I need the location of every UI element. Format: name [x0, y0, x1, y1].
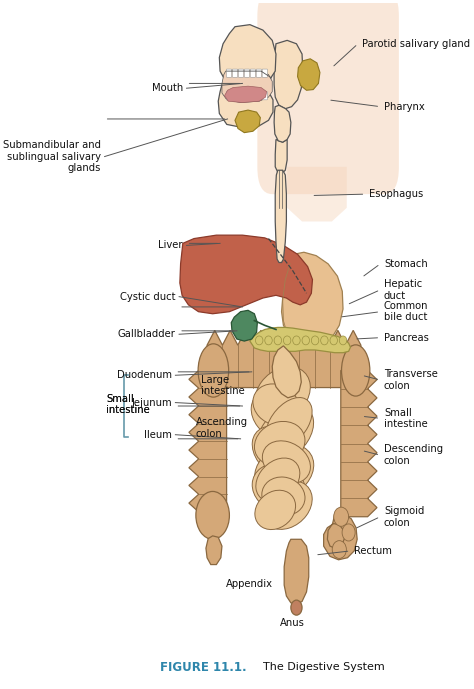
Polygon shape	[275, 170, 286, 263]
Text: Hepatic
duct: Hepatic duct	[384, 279, 422, 300]
Ellipse shape	[291, 600, 302, 615]
Text: Stomach: Stomach	[384, 259, 428, 269]
FancyBboxPatch shape	[238, 92, 244, 100]
FancyBboxPatch shape	[262, 69, 267, 77]
Text: Small
intestine: Small intestine	[384, 407, 428, 429]
Ellipse shape	[321, 336, 328, 344]
Polygon shape	[206, 536, 222, 564]
Ellipse shape	[339, 336, 347, 344]
Ellipse shape	[255, 422, 305, 466]
Ellipse shape	[262, 481, 312, 529]
FancyBboxPatch shape	[244, 69, 249, 77]
Polygon shape	[219, 25, 276, 88]
Polygon shape	[218, 85, 273, 127]
FancyBboxPatch shape	[227, 69, 232, 77]
Polygon shape	[189, 371, 227, 512]
Ellipse shape	[263, 441, 310, 483]
Text: Anus: Anus	[280, 618, 305, 628]
Ellipse shape	[255, 367, 310, 421]
Text: FIGURE 11.1.: FIGURE 11.1.	[161, 661, 247, 674]
FancyBboxPatch shape	[244, 92, 249, 100]
Ellipse shape	[330, 336, 337, 344]
Ellipse shape	[342, 344, 370, 396]
FancyBboxPatch shape	[227, 92, 232, 100]
Ellipse shape	[283, 336, 291, 344]
Text: Mouth: Mouth	[152, 83, 183, 93]
Ellipse shape	[251, 389, 304, 440]
Ellipse shape	[198, 344, 228, 397]
Text: Rectum: Rectum	[354, 546, 392, 556]
Polygon shape	[274, 105, 291, 142]
Ellipse shape	[253, 384, 299, 425]
FancyBboxPatch shape	[257, 0, 399, 194]
Ellipse shape	[252, 464, 306, 512]
FancyBboxPatch shape	[250, 69, 255, 77]
Ellipse shape	[255, 444, 314, 497]
FancyBboxPatch shape	[256, 92, 262, 100]
Ellipse shape	[262, 477, 305, 515]
FancyBboxPatch shape	[256, 69, 262, 77]
Polygon shape	[274, 41, 303, 109]
Ellipse shape	[342, 524, 355, 541]
Polygon shape	[235, 110, 260, 132]
Text: Parotid salivary gland: Parotid salivary gland	[362, 39, 470, 49]
Text: Small
intestine: Small intestine	[107, 394, 150, 415]
Polygon shape	[180, 235, 312, 313]
Ellipse shape	[302, 336, 310, 344]
Text: Pancreas: Pancreas	[384, 333, 429, 342]
FancyBboxPatch shape	[238, 69, 244, 77]
Ellipse shape	[266, 398, 312, 449]
Polygon shape	[222, 70, 272, 103]
Text: Gallbladder: Gallbladder	[118, 329, 175, 339]
Ellipse shape	[334, 507, 348, 526]
Ellipse shape	[311, 336, 319, 344]
Ellipse shape	[255, 491, 296, 530]
Ellipse shape	[256, 458, 300, 502]
Polygon shape	[324, 514, 357, 559]
Polygon shape	[250, 327, 350, 353]
Text: Ascending
colon: Ascending colon	[196, 417, 248, 439]
Polygon shape	[298, 59, 320, 90]
Text: Ileum: Ileum	[144, 430, 172, 440]
Text: Large
intestine: Large intestine	[201, 375, 245, 396]
Polygon shape	[284, 539, 309, 604]
Text: Pharynx: Pharynx	[384, 102, 425, 112]
Ellipse shape	[332, 541, 346, 558]
Ellipse shape	[196, 491, 229, 539]
Polygon shape	[231, 310, 257, 341]
FancyBboxPatch shape	[262, 92, 267, 100]
Text: Cystic duct: Cystic duct	[120, 291, 175, 302]
Polygon shape	[275, 139, 287, 174]
Polygon shape	[272, 346, 301, 398]
Text: Common
bile duct: Common bile duct	[384, 301, 428, 322]
Ellipse shape	[265, 336, 272, 344]
Text: Small
intestine: Small intestine	[107, 394, 150, 415]
Ellipse shape	[252, 426, 307, 479]
Polygon shape	[282, 252, 343, 346]
Text: Sigmoid
colon: Sigmoid colon	[384, 506, 424, 528]
Text: Appendix: Appendix	[227, 579, 273, 588]
Ellipse shape	[274, 336, 282, 344]
FancyBboxPatch shape	[250, 92, 255, 100]
Text: Liver: Liver	[158, 240, 183, 250]
Polygon shape	[207, 330, 361, 387]
Text: The Digestive System: The Digestive System	[263, 662, 385, 672]
Text: Submandibular and
sublingual salivary
glands: Submandibular and sublingual salivary gl…	[3, 140, 101, 173]
FancyBboxPatch shape	[232, 69, 237, 77]
Text: Jejunum: Jejunum	[131, 398, 172, 408]
Polygon shape	[225, 86, 267, 103]
Polygon shape	[287, 167, 347, 221]
FancyBboxPatch shape	[232, 92, 237, 100]
Text: Duodenum: Duodenum	[117, 370, 172, 380]
Text: Transverse
colon: Transverse colon	[384, 369, 438, 391]
Ellipse shape	[257, 404, 314, 462]
Text: Esophagus: Esophagus	[369, 189, 423, 199]
Ellipse shape	[293, 336, 300, 344]
Ellipse shape	[255, 336, 263, 344]
Text: Descending
colon: Descending colon	[384, 444, 443, 466]
Polygon shape	[341, 371, 377, 517]
